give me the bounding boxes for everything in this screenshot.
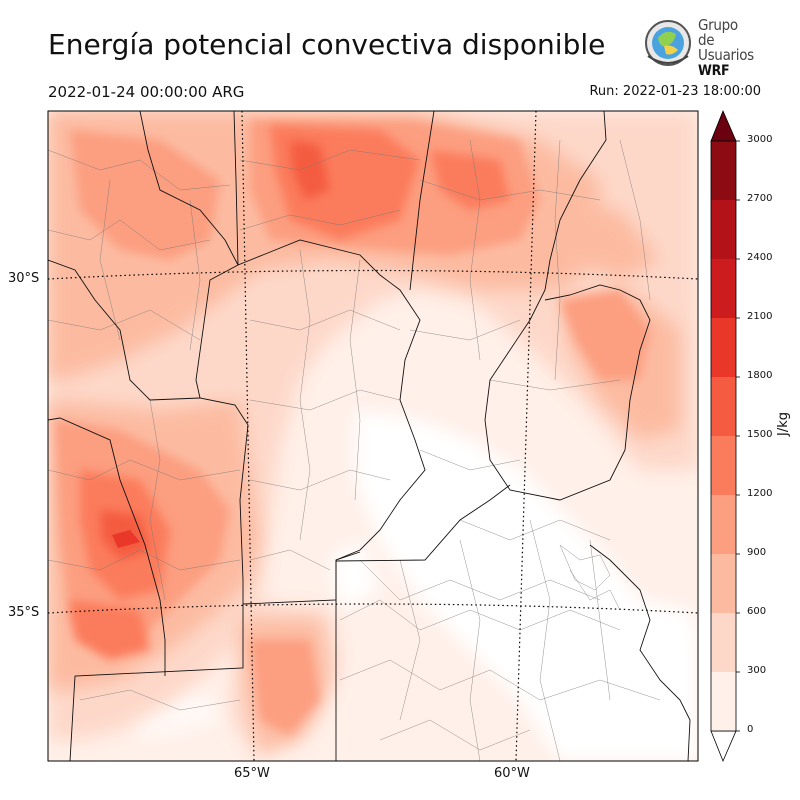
- run-time: Run: 2022-01-23 18:00:00: [589, 84, 761, 99]
- logo-line2: Usuarios: [698, 46, 754, 64]
- colorbar-tick-label: 1800: [747, 370, 773, 381]
- colorbar-segment: [711, 141, 736, 200]
- map-frame: [47, 110, 699, 762]
- colorbar-tick-label: 600: [747, 606, 767, 617]
- lat-label-35s: 35°S: [8, 605, 40, 620]
- colorbar: [710, 109, 740, 763]
- colorbar-tick-label: 0: [747, 724, 754, 735]
- cape-1800-2100: [112, 530, 140, 548]
- colorbar-segment: [711, 377, 736, 436]
- department-lines: [48, 139, 661, 761]
- colorbar-tick-label: 2700: [747, 193, 773, 204]
- colorbar-tick-label: 900: [747, 547, 767, 558]
- page-title: Energía potencial convectiva disponible: [48, 28, 606, 61]
- lat-label-30s: 30°S: [8, 271, 40, 286]
- logo-text: Grupo de Usuarios WRF: [698, 18, 758, 79]
- colorbar-tick-label: 1200: [747, 488, 773, 499]
- colorbar-tick-label: 2100: [747, 311, 773, 322]
- colorbar-segment: [711, 613, 736, 672]
- colorbar-tick-label: 1500: [747, 429, 773, 440]
- colorbar-segment: [711, 672, 736, 731]
- colorbar-unit-label: J/kg: [776, 412, 791, 436]
- graticule: [48, 111, 698, 761]
- colorbar-frame: [710, 140, 737, 732]
- colorbar-tick-label: 2400: [747, 252, 773, 263]
- colorbar-segment: [711, 495, 736, 554]
- coastline: [589, 544, 691, 761]
- lon-label-65w: 65°W: [234, 766, 270, 781]
- colorbar-tick-label: 300: [747, 665, 767, 676]
- province-lines: [48, 111, 651, 761]
- colorbar-segment: [711, 259, 736, 318]
- colorbar-segment: [711, 318, 736, 377]
- lon-label-60w: 60°W: [494, 766, 530, 781]
- colorbar-segment: [711, 436, 736, 495]
- colorbar-upper-arrow: [710, 109, 737, 142]
- wrf-logo: Grupo de Usuarios WRF: [638, 16, 758, 79]
- logo-line1: Grupo de: [698, 16, 738, 49]
- colorbar-lower-arrow: [710, 730, 737, 763]
- globe-icon: [645, 20, 691, 66]
- valid-time: 2022-01-24 00:00:00 ARG: [48, 83, 245, 101]
- colorbar-segment: [711, 200, 736, 259]
- map-field: [48, 111, 698, 761]
- colorbar-segment: [711, 554, 736, 613]
- logo-line3: WRF: [698, 63, 730, 79]
- colorbar-tick-label: 3000: [747, 134, 773, 145]
